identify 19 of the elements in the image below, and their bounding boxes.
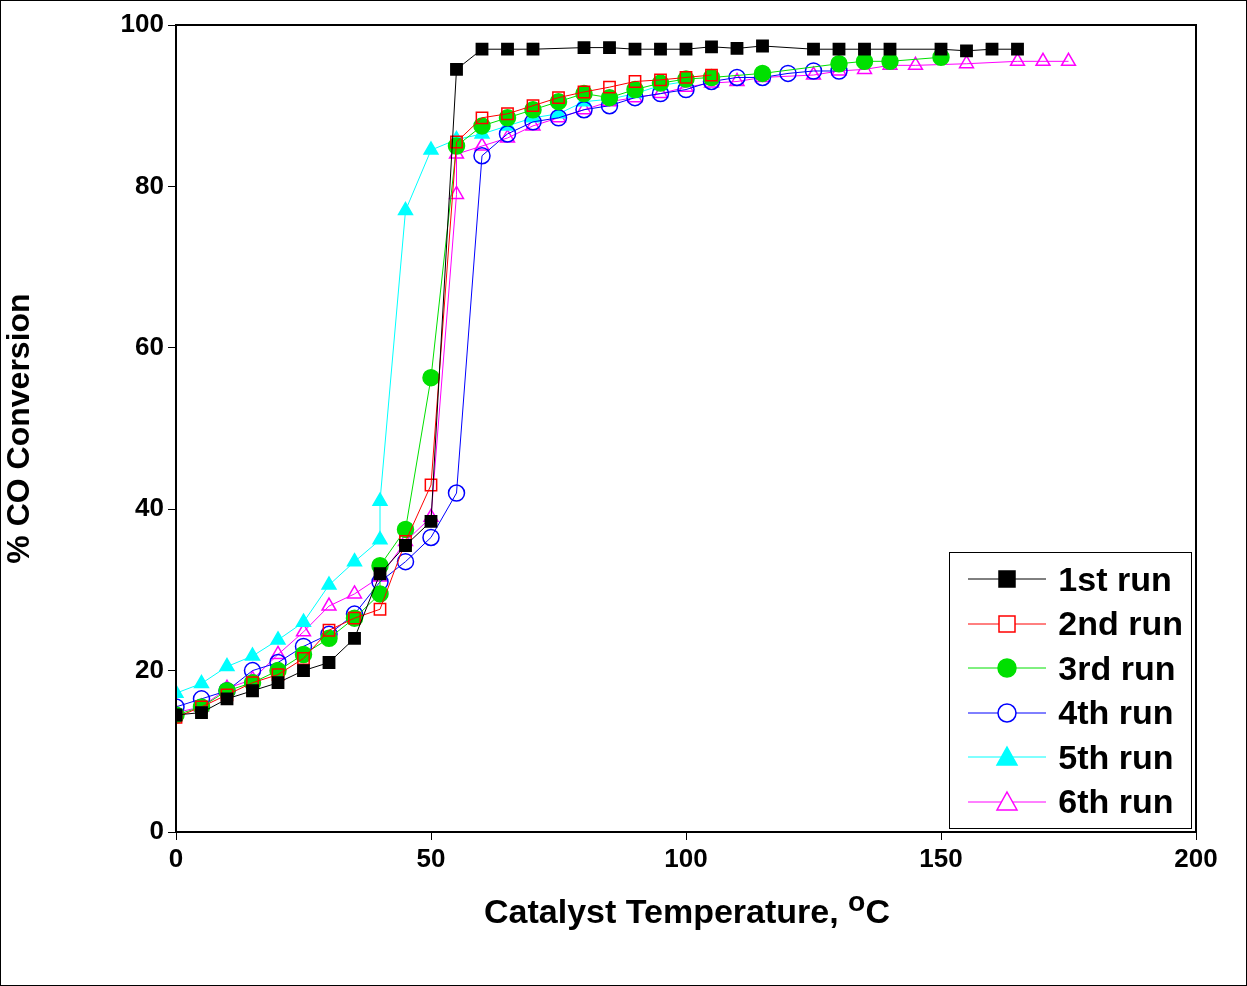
legend-label: 2nd run bbox=[1058, 604, 1183, 644]
legend-label: 4th run bbox=[1058, 693, 1174, 733]
y-tick-label: 60 bbox=[135, 330, 164, 361]
x-tick-label: 200 bbox=[1174, 842, 1218, 873]
y-tick-label: 0 bbox=[149, 815, 164, 846]
x-tick-label: 150 bbox=[919, 842, 963, 873]
legend-label: 1st run bbox=[1058, 559, 1172, 599]
x-tick-label: 0 bbox=[168, 842, 184, 873]
x-tick-label: 50 bbox=[416, 842, 446, 873]
x-tick-label: 100 bbox=[664, 842, 708, 873]
legend-label: 5th run bbox=[1058, 737, 1174, 777]
y-tick-label: 20 bbox=[135, 653, 164, 684]
y-tick-label: 40 bbox=[135, 492, 164, 523]
x-axis-title: Catalyst Temperature, $^{o}$C bbox=[483, 885, 891, 932]
y-tick-label: 80 bbox=[135, 169, 164, 200]
legend-label: 6th run bbox=[1058, 782, 1174, 822]
legend-label: 3rd run bbox=[1058, 648, 1176, 688]
y-axis-title: % CO Conversion bbox=[0, 293, 37, 564]
y-tick-label: 100 bbox=[120, 8, 164, 39]
